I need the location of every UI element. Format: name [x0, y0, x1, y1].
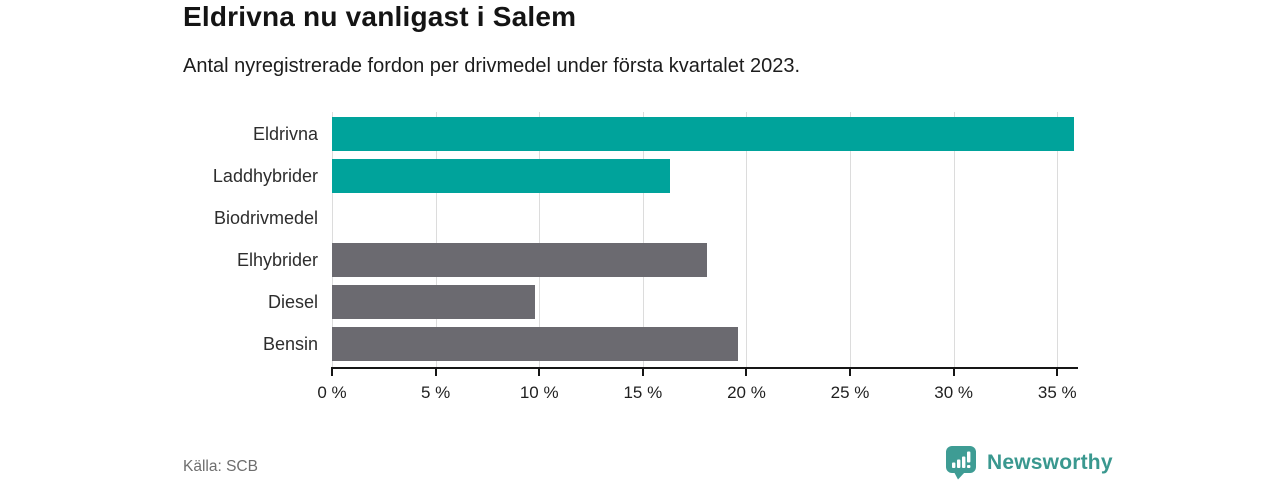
axis-tick-label-20: 20 %	[727, 383, 766, 402]
axis-tick-label-30: 30 %	[934, 383, 974, 402]
axis-tick-0	[331, 367, 333, 376]
gridline-15	[642, 112, 644, 367]
bar-bensin	[332, 327, 739, 361]
axis-tick-15	[641, 367, 644, 376]
chart-row-bensin: Bensin	[0, 323, 1078, 365]
category-label-biodrivmedel: Biodrivmedel	[213, 207, 318, 228]
category-label-diesel: Diesel	[267, 291, 318, 312]
x-axis: 0 % 5 % 10 % 15 % 20 % 25 % 30 % 35 %	[317, 367, 1078, 407]
axis-tick-35	[1056, 367, 1059, 376]
category-label-eldrivna: Eldrivna	[252, 123, 318, 144]
gridline-25	[850, 112, 852, 367]
bar-track	[332, 201, 1078, 235]
axis-tick-10	[538, 367, 541, 376]
x-axis-line	[332, 367, 1078, 369]
axis-tick-label-35: 35 %	[1037, 383, 1077, 402]
source-label: Källa: SCB	[183, 458, 258, 475]
axis-tick-label-0: 0 %	[317, 383, 347, 402]
chart-row-eldrivna: Eldrivna	[0, 113, 1078, 155]
category-label-bensin: Bensin	[262, 333, 318, 354]
bar-track	[332, 285, 1078, 319]
axis-tick-label-10: 10 %	[519, 383, 559, 402]
axis-tick-5	[434, 367, 437, 376]
chart-row-laddhybrider: Laddhybrider	[0, 155, 1078, 197]
bar-chart: Eldrivna Laddhybrider Biodrivmedel Elhybrid…	[0, 110, 1280, 410]
chart-rows: Eldrivna Laddhybrider Biodrivmedel Elhybrid…	[0, 113, 1078, 365]
bar-diesel	[332, 285, 536, 319]
axis-tick-25	[849, 367, 852, 376]
bar-laddhybrider	[332, 159, 670, 193]
category-label-elhybrider: Elhybrider	[236, 249, 318, 270]
bar-elhybrider	[332, 243, 708, 277]
brand-name: Newsworthy	[987, 450, 1113, 474]
gridline-0	[332, 112, 333, 367]
gridline-10	[539, 112, 541, 367]
newsworthy-logo[interactable]: Newsworthy	[944, 445, 1113, 480]
chart-subtitle: Antal nyregistrerade fordon per drivmede…	[183, 55, 801, 77]
axis-tick-30	[952, 367, 955, 376]
chart-row-elhybrider: Elhybrider	[0, 239, 1078, 281]
chart-row-diesel: Diesel	[0, 281, 1078, 323]
gridline-5	[435, 112, 437, 367]
newsworthy-pin-barchart-icon	[946, 446, 976, 480]
axis-tick-label-15: 15 %	[623, 383, 663, 402]
axis-tick-label-25: 25 %	[830, 383, 870, 402]
axis-tick-label-5: 5 %	[420, 383, 451, 402]
page-title: Eldrivna nu vanligast i Salem	[183, 1, 577, 32]
bar-eldrivna	[332, 117, 1074, 151]
category-label-laddhybrider: Laddhybrider	[212, 165, 318, 186]
bar-track	[332, 117, 1078, 151]
bar-track	[332, 159, 1078, 193]
bar-track	[332, 243, 1078, 277]
gridline-30	[953, 112, 955, 367]
gridline-20	[746, 112, 748, 367]
grid-area	[332, 112, 1078, 367]
bar-track	[332, 327, 1078, 361]
chart-row-biodrivmedel: Biodrivmedel	[0, 197, 1078, 239]
axis-tick-20	[745, 367, 748, 376]
gridline-35	[1057, 112, 1059, 367]
